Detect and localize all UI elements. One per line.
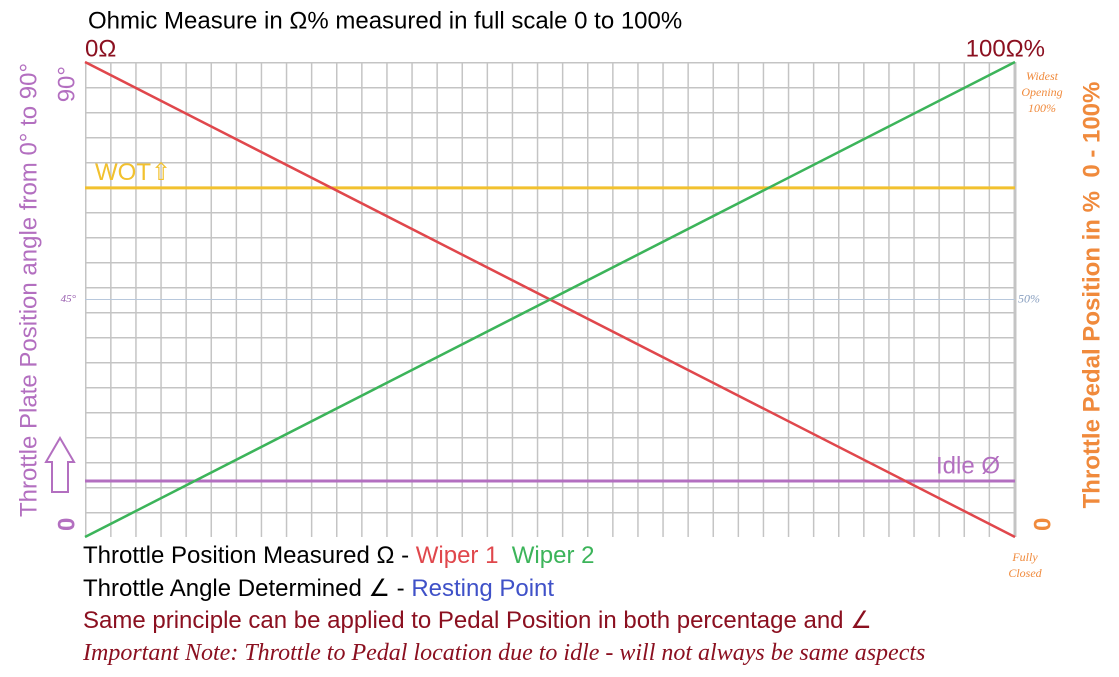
y-tick-label: 0 — [53, 518, 80, 531]
note: Same principle can be applied to Pedal P… — [83, 607, 872, 634]
top-right-label: 100Ω% — [966, 35, 1045, 62]
y-axis-label: Throttle Plate Position angle from 0° to… — [15, 63, 42, 517]
top-left-label: 0Ω — [85, 35, 116, 62]
y2-tick-label: Widest Opening 100% — [1021, 69, 1063, 115]
legend-entry: Wiper 1 — [415, 542, 499, 569]
legend-text: Throttle Angle Determined ∠ - — [83, 575, 412, 602]
legend-entry: Wiper 2 — [511, 542, 595, 569]
y-tick-label: 90° — [53, 66, 80, 102]
note: Important Note: Throttle to Pedal locati… — [83, 640, 926, 666]
legend-entry: Resting Point — [411, 575, 555, 602]
y2-tick-label: 50% — [1018, 291, 1040, 305]
y2-axis-label: Throttle Pedal Position in % 0 - 100% — [1078, 82, 1105, 509]
reference-label: Idle Ø — [936, 452, 1000, 479]
legend-row: Throttle Position Measured Ω - Wiper 1 W… — [83, 542, 594, 570]
reference-label: WOT⇧ — [95, 159, 171, 186]
series-line — [84, 60, 1016, 539]
y-tick-label: 45° — [61, 293, 77, 305]
legend-row: Throttle Angle Determined ∠ - Resting Po… — [83, 574, 554, 603]
y2-note: Fully Closed — [1008, 550, 1042, 580]
chart-title: Ohmic Measure in Ω% measured in full sca… — [88, 7, 682, 34]
legend-text: Throttle Position Measured Ω - — [83, 542, 416, 569]
y2-tick-label: 0 — [1029, 518, 1056, 531]
up-arrow — [44, 436, 76, 493]
